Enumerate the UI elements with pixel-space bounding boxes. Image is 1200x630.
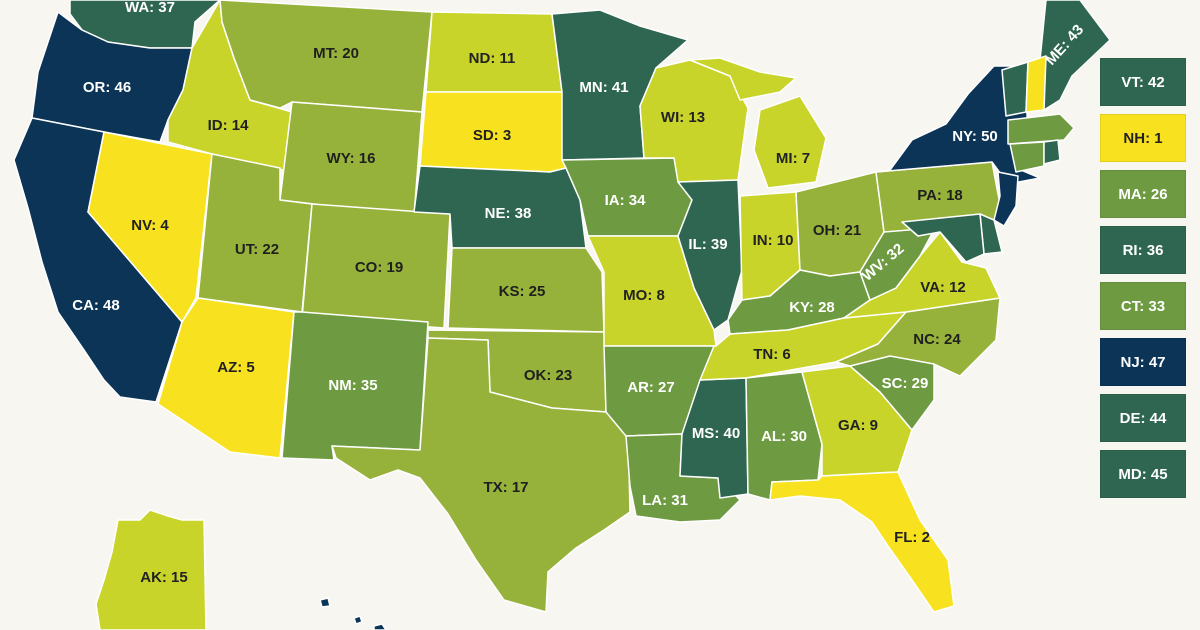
state-mi-upper[interactable] [689, 57, 797, 101]
label-ms: MS: 40 [692, 425, 740, 442]
legend-item-vt: VT: 42 [1100, 58, 1186, 106]
label-tn: TN: 6 [753, 346, 791, 363]
state-nc[interactable] [835, 297, 1001, 377]
label-or: OR: 46 [83, 79, 131, 96]
state-nv[interactable] [87, 131, 213, 323]
state-mi[interactable] [753, 95, 827, 189]
label-wa: WA: 37 [125, 0, 175, 16]
legend-item-nh: NH: 1 [1100, 114, 1186, 162]
label-mi: MI: 7 [776, 150, 810, 167]
label-nc: NC: 24 [913, 331, 961, 348]
label-ut: UT: 22 [235, 241, 279, 258]
state-vt[interactable] [1001, 61, 1029, 117]
legend-item-ct: CT: 33 [1100, 282, 1186, 330]
state-hi-3[interactable] [373, 623, 387, 630]
label-oh: OH: 21 [813, 222, 861, 239]
state-il[interactable] [677, 179, 743, 331]
state-ks[interactable] [447, 247, 605, 333]
label-ky: KY: 28 [789, 299, 835, 316]
label-id: ID: 14 [208, 117, 250, 134]
state-ct[interactable] [1009, 141, 1045, 173]
state-nj[interactable] [993, 171, 1019, 227]
label-nd: ND: 11 [469, 50, 516, 67]
label-nm: NM: 35 [328, 377, 377, 394]
state-wi[interactable] [639, 59, 749, 183]
label-ar: AR: 27 [627, 379, 675, 396]
label-sc: SC: 29 [882, 375, 929, 392]
label-ia: IA: 34 [605, 192, 647, 209]
label-in: IN: 10 [753, 232, 794, 249]
state-fl[interactable] [769, 471, 955, 613]
label-sd: SD: 3 [473, 127, 511, 144]
label-wi: WI: 13 [661, 109, 705, 126]
state-ak[interactable] [95, 509, 207, 630]
state-ri[interactable] [1043, 139, 1061, 165]
legend-item-de: DE: 44 [1100, 394, 1186, 442]
label-la: LA: 31 [642, 492, 688, 509]
legend-item-ma: MA: 26 [1100, 170, 1186, 218]
label-ks: KS: 25 [499, 283, 546, 300]
label-mt: MT: 20 [313, 45, 359, 62]
label-az: AZ: 5 [217, 359, 255, 376]
label-ga: GA: 9 [838, 417, 878, 434]
label-mn: MN: 41 [579, 79, 628, 96]
label-wy: WY: 16 [327, 150, 376, 167]
state-md[interactable] [901, 213, 985, 263]
label-ca: CA: 48 [72, 297, 120, 314]
state-mt[interactable] [219, 0, 433, 113]
label-co: CO: 19 [355, 259, 403, 276]
label-ak: AK: 15 [140, 569, 188, 586]
state-nm[interactable] [281, 311, 429, 461]
label-pa: PA: 18 [917, 187, 963, 204]
label-mo: MO: 8 [623, 287, 665, 304]
legend-item-ri: RI: 36 [1100, 226, 1186, 274]
state-nh[interactable] [1025, 55, 1047, 113]
label-il: IL: 39 [688, 236, 727, 253]
label-fl: FL: 2 [894, 529, 930, 546]
label-va: VA: 12 [920, 279, 966, 296]
state-co[interactable] [301, 203, 451, 329]
label-ok: OK: 23 [524, 367, 572, 384]
label-tx: TX: 17 [483, 479, 528, 496]
state-hi[interactable] [319, 597, 331, 608]
legend-item-md: MD: 45 [1100, 450, 1186, 498]
legend-item-nj: NJ: 47 [1100, 338, 1186, 386]
label-ny: NY: 50 [952, 128, 998, 145]
label-ne: NE: 38 [485, 205, 532, 222]
state-hi-2[interactable] [353, 615, 363, 625]
label-al: AL: 30 [761, 428, 807, 445]
state-ma[interactable] [1007, 113, 1075, 145]
label-nv: NV: 4 [131, 217, 169, 234]
